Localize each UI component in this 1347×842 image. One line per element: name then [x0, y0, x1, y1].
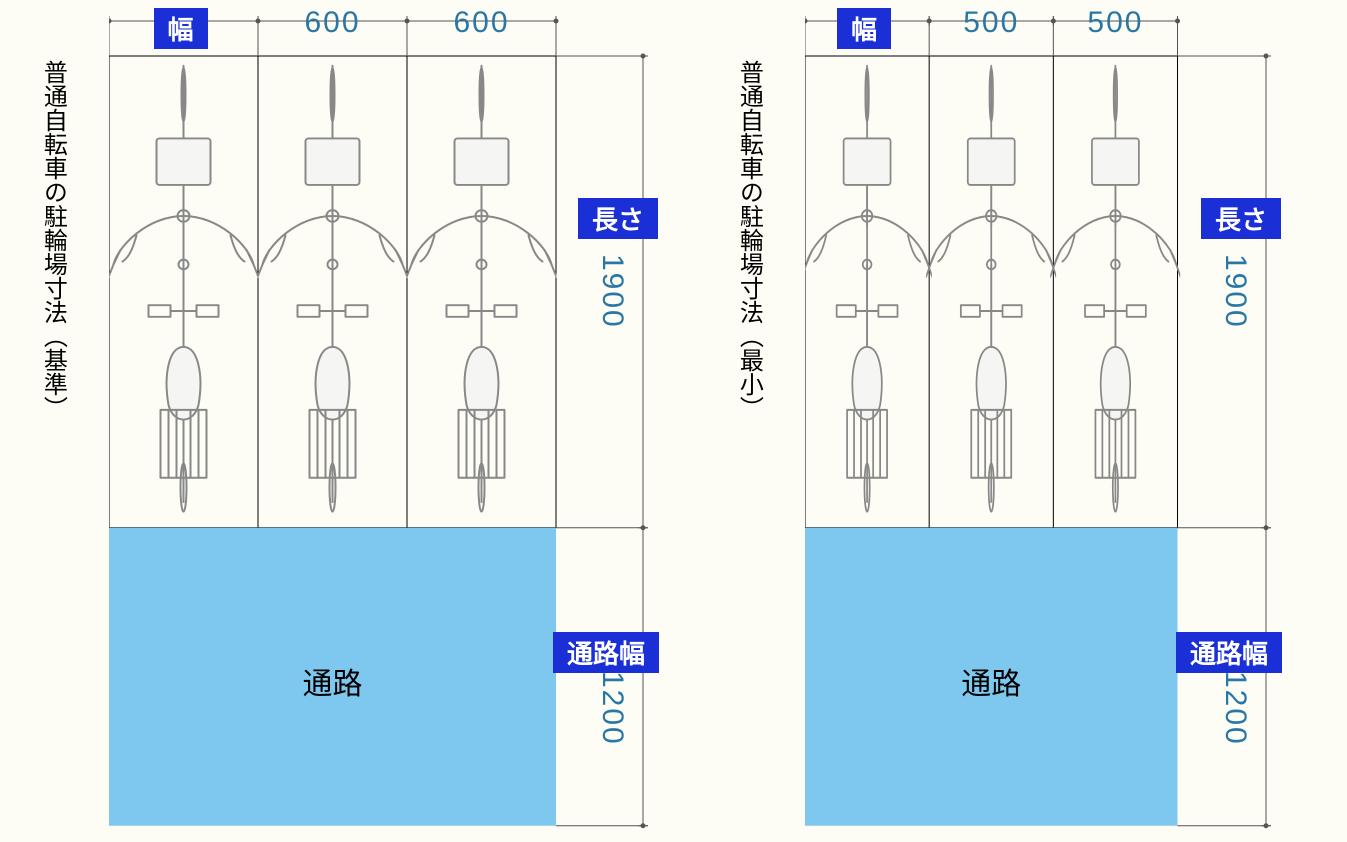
slot-width-value: 500	[1087, 6, 1143, 40]
panel-title: 普通自転車の駐輪場寸法（基準）	[39, 60, 65, 420]
slot-width-value: 500	[963, 6, 1019, 40]
aisle-width-value: 1200	[1218, 671, 1252, 746]
length-value: 1900	[1218, 254, 1252, 329]
aisle-label: 通路	[303, 659, 363, 703]
panel-title: 普通自転車の駐輪場寸法（最小）	[735, 60, 761, 420]
aisle-width-value: 1200	[595, 671, 629, 746]
slot-width-value: 600	[454, 6, 510, 40]
length-value: 1900	[595, 254, 629, 329]
width-tag: 幅	[837, 8, 891, 49]
length-tag: 長さ	[1201, 198, 1281, 239]
aisle-label: 通路	[961, 659, 1021, 703]
slot-width-value: 600	[305, 6, 361, 40]
aisle-width-tag: 通路幅	[1176, 632, 1282, 673]
aisle-width-tag: 通路幅	[553, 632, 659, 673]
length-tag: 長さ	[578, 198, 658, 239]
width-tag: 幅	[154, 8, 208, 49]
